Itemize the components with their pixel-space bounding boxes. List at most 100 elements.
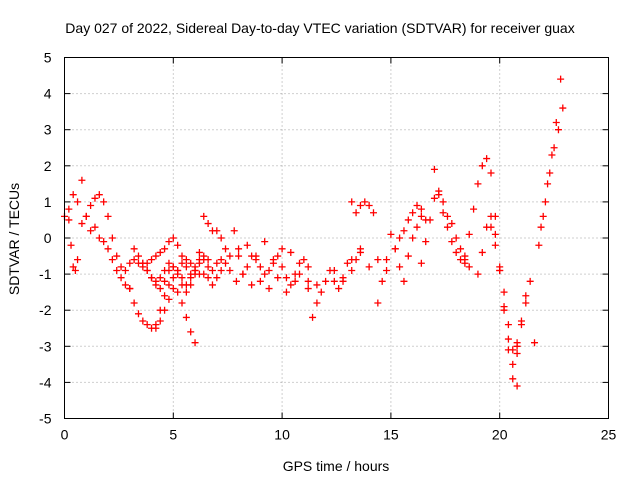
data-point xyxy=(82,212,90,220)
data-point xyxy=(304,285,312,293)
y-tick-label: 3 xyxy=(44,122,52,138)
data-point xyxy=(208,266,216,274)
data-point xyxy=(348,198,356,206)
data-point xyxy=(426,216,434,224)
plot-frame xyxy=(64,57,609,419)
y-tick-label: 0 xyxy=(44,230,52,246)
data-point xyxy=(74,198,82,206)
data-point xyxy=(187,259,195,267)
data-point xyxy=(300,256,308,264)
data-point xyxy=(452,248,460,256)
data-point xyxy=(156,317,164,325)
data-point xyxy=(161,292,169,300)
data-point xyxy=(348,256,356,264)
data-point xyxy=(274,274,282,282)
data-point xyxy=(291,277,299,285)
data-point xyxy=(187,328,195,336)
data-point xyxy=(165,238,173,246)
data-point xyxy=(117,274,125,282)
data-point xyxy=(509,346,517,354)
data-point xyxy=(161,266,169,274)
data-point xyxy=(213,274,221,282)
data-point xyxy=(439,198,447,206)
y-tick-label: -1 xyxy=(39,266,52,282)
data-point xyxy=(87,202,95,210)
data-point xyxy=(550,144,558,152)
data-point xyxy=(559,104,567,112)
data-point xyxy=(130,256,138,264)
data-point xyxy=(113,266,121,274)
y-tick-label: -2 xyxy=(39,302,52,318)
data-point xyxy=(417,212,425,220)
data-point xyxy=(378,277,386,285)
x-tick-label: 0 xyxy=(61,427,69,443)
data-point xyxy=(417,259,425,267)
data-point xyxy=(365,263,373,271)
data-point xyxy=(296,259,304,267)
data-point xyxy=(152,252,160,260)
data-point xyxy=(174,241,182,249)
data-point xyxy=(509,360,517,368)
data-point xyxy=(182,288,190,296)
data-point xyxy=(222,259,230,267)
data-point xyxy=(265,285,273,293)
data-point xyxy=(204,263,212,271)
data-point xyxy=(546,169,554,177)
data-point xyxy=(148,274,156,282)
data-point xyxy=(500,306,508,314)
data-point xyxy=(134,310,142,318)
data-point xyxy=(243,263,251,271)
data-point xyxy=(400,277,408,285)
data-point xyxy=(487,212,495,220)
data-point xyxy=(130,245,138,253)
data-point xyxy=(130,299,138,307)
data-points xyxy=(61,75,567,390)
data-point xyxy=(178,299,186,307)
data-point xyxy=(457,245,465,253)
data-point xyxy=(491,230,499,238)
data-point xyxy=(443,212,451,220)
grid-lines xyxy=(64,57,609,419)
data-point xyxy=(396,263,404,271)
data-point xyxy=(535,241,543,249)
data-point xyxy=(65,205,73,213)
y-axis-label: SDTVAR / TECUs xyxy=(6,183,22,295)
x-tick-labels: 0 5 10 15 20 25 xyxy=(61,427,617,443)
data-point xyxy=(200,270,208,278)
data-point xyxy=(232,277,240,285)
data-point xyxy=(178,259,186,267)
data-point xyxy=(78,176,86,184)
data-point xyxy=(200,212,208,220)
data-point xyxy=(465,230,473,238)
data-point xyxy=(443,223,451,231)
data-point xyxy=(204,274,212,282)
data-point xyxy=(430,194,438,202)
data-point xyxy=(213,259,221,267)
data-point xyxy=(356,202,364,210)
y-tick-label: 5 xyxy=(44,50,52,66)
data-point xyxy=(235,252,243,260)
data-point xyxy=(217,266,225,274)
data-point xyxy=(309,313,317,321)
data-point xyxy=(352,209,360,217)
data-point xyxy=(91,194,99,202)
data-point xyxy=(222,245,230,253)
x-tick-label: 25 xyxy=(601,427,617,443)
data-point xyxy=(156,285,164,293)
data-point xyxy=(387,230,395,238)
data-point xyxy=(178,252,186,260)
data-point xyxy=(104,245,112,253)
data-point xyxy=(100,238,108,246)
data-point xyxy=(256,263,264,271)
data-point xyxy=(361,198,369,206)
data-point xyxy=(195,259,203,267)
data-point xyxy=(230,227,238,235)
x-tick-label: 10 xyxy=(274,427,290,443)
data-point xyxy=(452,234,460,242)
y-tick-label: 2 xyxy=(44,158,52,174)
data-point xyxy=(195,248,203,256)
data-point xyxy=(383,256,391,264)
data-point xyxy=(296,270,304,278)
data-point xyxy=(383,266,391,274)
